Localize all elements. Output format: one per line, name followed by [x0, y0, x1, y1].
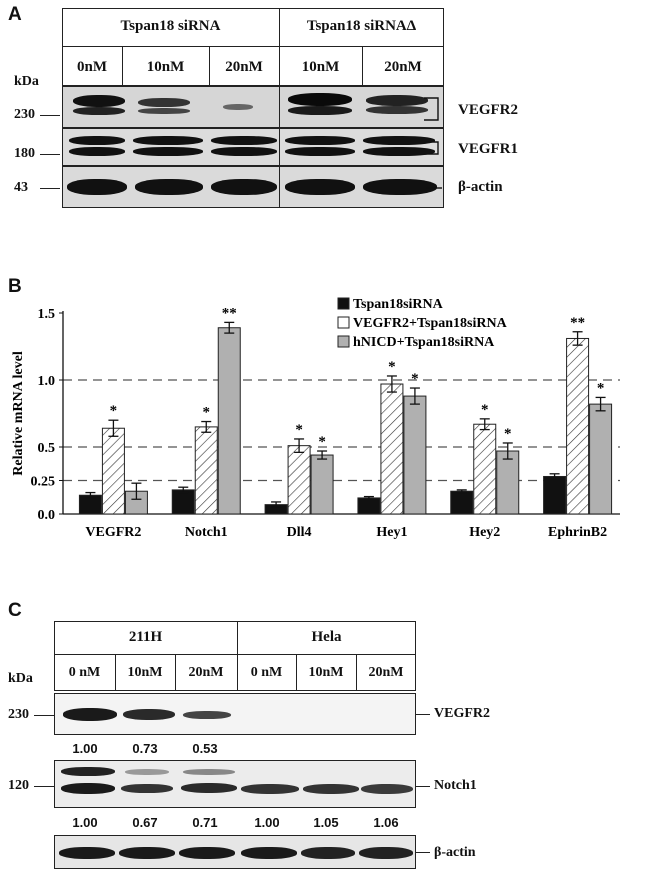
panel-c-label-actin: β-actin [434, 845, 476, 860]
category-label-0: VEGFR2 [85, 525, 141, 540]
legend-label-1: VEGFR2+Tspan18siRNA [353, 316, 508, 331]
panel-a-brackets [424, 97, 442, 189]
bar-Hey1-0 [357, 497, 381, 515]
panel-c-marker-120: 120 [8, 778, 29, 793]
panel-c-notch1-ratio-2: 0.67 [132, 815, 158, 830]
y-tick-label-0: 0.0 [38, 508, 56, 523]
panel-c-lane-5: 10nM [308, 665, 344, 680]
panel-a-actin-blot [62, 166, 444, 208]
panel-c-vegfr2-blot [54, 693, 416, 735]
panel-c-vegfr2-ratio-1: 1.00 [72, 741, 98, 756]
panel-c-notch1-ratio-3: 0.71 [192, 815, 218, 830]
panel-a-group1-label: Tspan18 siRNA [120, 18, 221, 34]
panel-c-label-notch1: Notch1 [434, 778, 477, 793]
bar-EphrinB2-1 [566, 337, 590, 515]
panel-c-vegfr2-ratio-2: 0.73 [132, 741, 158, 756]
legend-swatch-1 [337, 316, 350, 329]
significance-EphrinB2-2: * [597, 380, 605, 396]
panel-a-kda-label: kDa [14, 74, 39, 89]
panel-c-group1-label: 211H [128, 629, 163, 645]
panel-c-notch1-blot [54, 760, 416, 808]
bar-Notch1-0 [171, 489, 195, 515]
legend-label-0: Tspan18siRNA [353, 297, 444, 312]
legend-swatch-0 [337, 297, 350, 310]
category-label-4: Hey2 [469, 525, 500, 540]
panel-a-vegfr2-blot [62, 86, 444, 128]
bar-Hey1-1 [380, 383, 404, 515]
panel-a-group2-label: Tspan18 siRNAΔ [306, 18, 417, 34]
panel-c-letter: C [8, 600, 22, 621]
panel-a-marker-180: 180 [14, 146, 35, 161]
category-label-2: Dll4 [287, 525, 312, 540]
y-axis-label: Relative mRNA level [11, 351, 26, 476]
panel-c-group2-label: Hela [311, 629, 342, 645]
panel-c-vegfr2-ratio-3: 0.53 [192, 741, 218, 756]
bar-VEGFR2-1 [101, 427, 125, 515]
significance-Hey2-1: * [481, 402, 489, 418]
panel-a-letter: A [8, 4, 22, 25]
category-label-3: Hey1 [376, 525, 407, 540]
panel-c-lane-6: 20nM [368, 665, 404, 680]
panel-a-marker-230: 230 [14, 107, 35, 122]
panel-c-kda-label: kDa [8, 671, 33, 686]
significance-VEGFR2-1: * [110, 403, 118, 419]
significance-Dll4-2: * [318, 434, 326, 450]
bar-Dll4-2 [310, 454, 334, 515]
panel-a-lane-4: 10nM [301, 59, 340, 75]
significance-Dll4-1: * [295, 422, 303, 438]
category-label-5: EphrinB2 [548, 525, 607, 540]
panel-a-marker-43: 43 [14, 180, 28, 195]
y-tick-label-4: 1.5 [38, 307, 56, 322]
bar-Hey2-1 [473, 423, 497, 515]
y-tick-label-2: 0.5 [38, 441, 56, 456]
panel-a-header-box [62, 8, 444, 86]
panel-c-lane-2: 10nM [127, 665, 163, 680]
panel-a-vegfr1-blot [62, 128, 444, 166]
panel-c-lane-4: 0 nM [250, 665, 283, 680]
panel-c-notch1-ratio-1: 1.00 [72, 815, 98, 830]
significance-Notch1-2: ** [222, 305, 237, 321]
y-tick-label-1: 0.25 [31, 475, 56, 490]
significance-Notch1-1: * [203, 405, 211, 421]
significance-Hey1-1: * [388, 359, 396, 375]
panel-b-letter: B [8, 276, 22, 297]
panel-c-actin-blot [54, 835, 416, 869]
panel-a-label-vegfr1: VEGFR1 [458, 141, 518, 157]
significance-EphrinB2-1: ** [570, 315, 585, 331]
category-label-1: Notch1 [185, 525, 228, 540]
bar-Hey2-0 [450, 490, 474, 515]
panel-a-label-vegfr2: VEGFR2 [458, 102, 518, 118]
bar-Dll4-1 [287, 445, 311, 515]
bar-Hey2-2 [496, 450, 520, 515]
bar-Notch1-2 [217, 327, 241, 515]
panel-c-notch1-ratio-5: 1.05 [313, 815, 339, 830]
panel-a-label-actin: β-actin [458, 179, 503, 195]
panel-c-lane-3: 20nM [188, 665, 224, 680]
bar-EphrinB2-0 [543, 475, 567, 515]
panel-c-lane-1: 0 nM [68, 665, 101, 680]
panel-a-lane-3: 20nM [225, 59, 263, 75]
panel-c-header-box [54, 621, 416, 691]
panel-c-marker-230: 230 [8, 707, 29, 722]
bar-Notch1-1 [194, 426, 218, 515]
bar-Hey1-2 [403, 395, 427, 515]
panel-c-label-vegfr2: VEGFR2 [434, 706, 490, 721]
legend-label-2: hNICD+Tspan18siRNA [353, 335, 495, 350]
bar-EphrinB2-2 [589, 403, 613, 515]
panel-a-lane-5: 20nM [384, 59, 422, 75]
panel-c-notch1-ratio-4: 1.00 [254, 815, 280, 830]
significance-Hey1-2: * [411, 371, 419, 387]
panel-c-notch1-ratio-6: 1.06 [373, 815, 399, 830]
panel-a-lane-2: 10nM [146, 59, 185, 75]
panel-b-chart: 0.0 0.25 0.5 1.0 1.5 Relative mRNA level * VEGF… [11, 297, 620, 540]
panel-a-lane-1: 0nM [77, 59, 107, 75]
y-tick-label-3: 1.0 [38, 374, 56, 389]
legend-swatch-2 [337, 335, 350, 348]
significance-Hey2-2: * [504, 426, 512, 442]
